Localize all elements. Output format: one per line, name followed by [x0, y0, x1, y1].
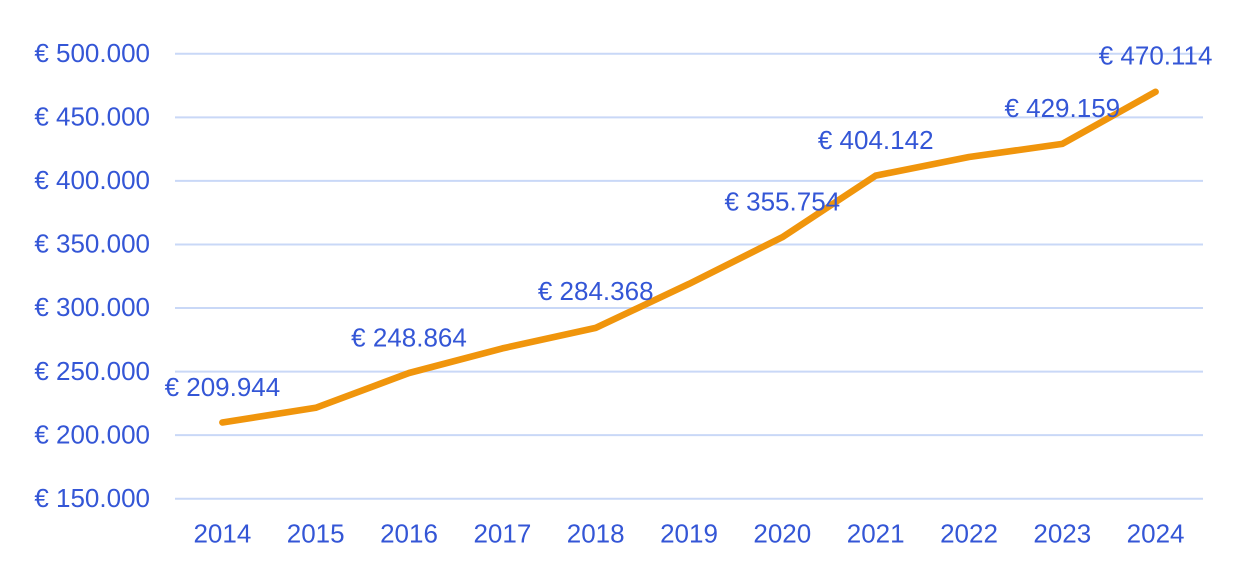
svg-text:€ 500.000: € 500.000 [34, 38, 150, 68]
svg-text:€ 200.000: € 200.000 [34, 419, 150, 449]
svg-text:€ 248.864: € 248.864 [351, 322, 467, 352]
svg-text:€ 150.000: € 150.000 [34, 483, 150, 513]
svg-text:€ 300.000: € 300.000 [34, 292, 150, 322]
svg-text:€ 250.000: € 250.000 [34, 356, 150, 386]
svg-text:2020: 2020 [753, 518, 811, 548]
svg-text:€ 355.754: € 355.754 [724, 187, 840, 217]
svg-text:€ 350.000: € 350.000 [34, 229, 150, 259]
svg-text:2023: 2023 [1033, 518, 1091, 548]
svg-text:€ 470.114: € 470.114 [1099, 40, 1213, 70]
svg-text:2019: 2019 [660, 518, 718, 548]
svg-text:2021: 2021 [847, 518, 905, 548]
svg-text:€ 450.000: € 450.000 [34, 102, 150, 132]
svg-text:2022: 2022 [940, 518, 998, 548]
svg-text:€ 400.000: € 400.000 [34, 165, 150, 195]
svg-text:2015: 2015 [287, 518, 345, 548]
svg-text:€ 209.944: € 209.944 [165, 372, 281, 402]
svg-text:2017: 2017 [473, 518, 531, 548]
svg-text:2024: 2024 [1127, 518, 1185, 548]
svg-text:2018: 2018 [567, 518, 625, 548]
svg-text:€ 284.368: € 284.368 [538, 276, 654, 306]
svg-text:2014: 2014 [193, 518, 251, 548]
svg-text:€ 404.142: € 404.142 [818, 125, 934, 155]
svg-text:2016: 2016 [380, 518, 438, 548]
svg-text:€ 429.159: € 429.159 [1004, 93, 1120, 123]
